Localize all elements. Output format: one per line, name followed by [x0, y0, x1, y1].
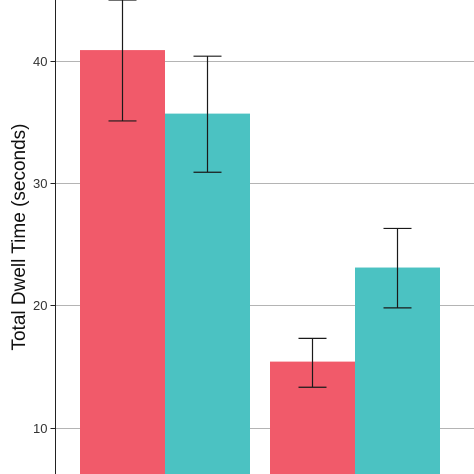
bar-series2-group1	[165, 113, 250, 474]
tick-label-10: 10	[33, 421, 47, 436]
error-bars	[108, 0, 412, 388]
y-axis-title: Total Dwell Time (seconds)	[9, 123, 30, 350]
error-bar-series1-group2	[298, 337, 327, 388]
tick-label-40: 40	[33, 54, 47, 69]
y-ticks: 10 20 30 40	[33, 54, 56, 436]
error-bar-series2-group1	[193, 55, 222, 173]
error-bar-series2-group2	[383, 227, 412, 309]
error-bar-series1-group1	[108, 0, 137, 122]
tick-label-30: 30	[33, 176, 47, 191]
tick-label-20: 20	[33, 298, 47, 313]
